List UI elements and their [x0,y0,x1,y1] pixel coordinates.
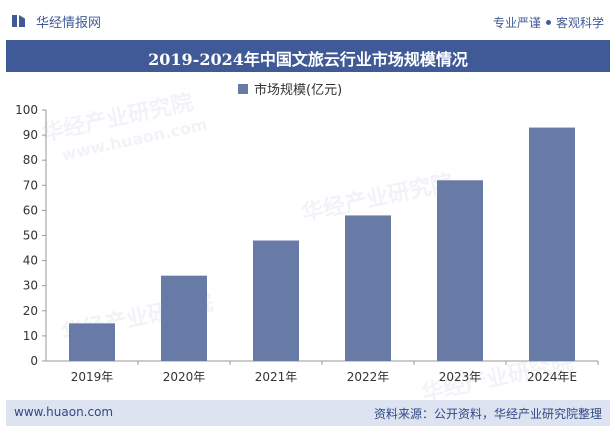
bar [345,215,391,361]
top-bar: 华经情报网 专业严谨 客观科学 [0,0,616,40]
x-tick-label: 2021年 [255,370,298,384]
footer-website: www.huaon.com [14,405,114,419]
chart-legend: 市场规模(亿元) [238,79,342,98]
x-tick-label: 2020年 [163,370,206,384]
bar [253,240,299,361]
tagline: 专业严谨 客观科学 [493,14,604,31]
tagline-left: 专业严谨 [492,16,541,30]
y-tick-label: 40 [23,254,38,268]
x-tick-label: 2022年 [347,370,390,384]
y-tick-label: 90 [23,128,38,142]
footer: www.huaon.com 资料来源：公开资料，华经产业研究院整理 [6,400,610,426]
bar [161,275,207,361]
y-tick-label: 50 [23,229,38,243]
bar [437,180,483,361]
brand: 华经情报网 [12,12,102,31]
chart-title: 2019-2024年中国文旅云行业市场规模情况 [148,50,468,69]
footer-source: 资料来源：公开资料，华经产业研究院整理 [373,407,602,421]
y-tick-label: 70 [23,178,38,192]
legend-swatch [238,83,248,94]
title-bar: 2019-2024年中国文旅云行业市场规模情况 [6,40,610,72]
legend-label: 市场规模(亿元) [254,83,343,98]
y-tick-label: 0 [30,354,38,368]
bullet-icon [545,20,551,25]
y-tick-label: 30 [23,279,38,293]
tagline-right: 客观科学 [555,16,604,30]
y-tick-label: 60 [23,203,38,217]
x-tick-label: 2019年 [71,370,114,384]
y-tick-label: 80 [23,153,38,167]
brand-name: 华经情报网 [36,15,102,31]
bar [69,323,115,361]
y-tick-label: 10 [23,329,38,343]
x-tick-label: 2023年 [439,370,482,384]
brand-logo-icon [12,14,28,28]
bar [529,127,575,361]
bar-chart: 0 10 20 30 40 50 60 70 80 90 100 2019年 2020年 2021年 202… [15,103,599,384]
y-tick-label: 20 [23,304,38,318]
x-tick-label: 2024年E [527,370,577,384]
y-tick-label: 100 [15,103,38,117]
